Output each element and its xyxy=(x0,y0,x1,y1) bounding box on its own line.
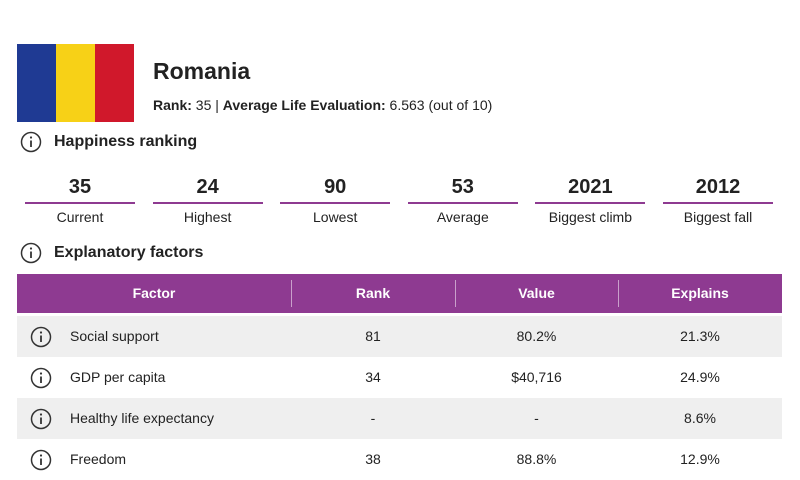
stat: 24 Highest xyxy=(152,172,263,225)
evaluation-note: (out of 10) xyxy=(428,97,493,113)
factor-cell: 12.9% xyxy=(680,451,720,467)
factor-cell: 38 xyxy=(365,451,381,467)
stat: 90 Lowest xyxy=(280,172,391,225)
info-icon[interactable] xyxy=(30,408,52,430)
stat-value: 35 xyxy=(25,172,135,204)
country-name: Romania xyxy=(153,58,251,84)
stat-value: 2021 xyxy=(535,172,646,204)
evaluation-label: Average Life Evaluation: xyxy=(222,97,386,113)
factor-cell: 88.8% xyxy=(516,451,557,467)
stat-label: Highest xyxy=(183,209,232,225)
section-title: Explanatory factors xyxy=(54,244,204,261)
column-divider xyxy=(618,280,619,307)
factor-cell: $40,716 xyxy=(511,369,562,385)
stat: 53 Average xyxy=(407,172,518,225)
stat-label: Biggest climb xyxy=(548,209,633,225)
column-header: Value xyxy=(518,285,555,301)
flag xyxy=(17,44,134,122)
separator: | xyxy=(215,97,219,113)
factor-cell: 24.9% xyxy=(680,369,720,385)
stat-value: 24 xyxy=(152,172,263,204)
factor-cell: 21.3% xyxy=(680,328,720,344)
stat-label: Biggest fall xyxy=(683,209,753,225)
column-header: Explains xyxy=(671,285,729,301)
info-icon[interactable] xyxy=(30,449,52,471)
stat-label: Lowest xyxy=(313,209,358,225)
stat-value: 90 xyxy=(280,172,391,204)
rank-label: Rank: xyxy=(153,97,192,113)
factor-cell: 80.2% xyxy=(516,328,557,344)
info-icon[interactable] xyxy=(30,367,52,389)
column-header: Factor xyxy=(132,285,176,301)
factor-cell: - xyxy=(370,410,376,426)
factor-cell: 8.6% xyxy=(684,410,716,426)
stat-value: 2012 xyxy=(663,172,773,204)
table-row: Social support 81 80.2% 21.3% xyxy=(17,316,782,357)
stat-value: 53 xyxy=(407,172,518,204)
factor-cell: 34 xyxy=(365,369,381,385)
table-row: GDP per capita 34 $40,716 24.9% xyxy=(17,357,782,398)
rank-line: Rank: 35 | Average Life Evaluation: 6.56… xyxy=(153,97,492,113)
factor-cell: 81 xyxy=(365,328,381,344)
factor-name: Freedom xyxy=(70,451,127,467)
rank: 35 xyxy=(195,97,212,113)
factor-name: Social support xyxy=(70,328,159,344)
stat: 2021 Biggest climb xyxy=(535,172,646,225)
table-header xyxy=(17,274,782,313)
column-header: Rank xyxy=(355,285,391,301)
table-row: Freedom 38 88.8% 12.9% xyxy=(17,439,782,480)
factor-cell: - xyxy=(534,410,539,426)
column-divider xyxy=(455,280,456,307)
factor-name: GDP per capita xyxy=(70,369,166,385)
section-title: Happiness ranking xyxy=(54,133,198,150)
stat: 2012 Biggest fall xyxy=(663,172,773,225)
table-row: Healthy life expectancy - - 8.6% xyxy=(17,398,782,439)
stat-label: Average xyxy=(436,209,489,225)
factor-name: Healthy life expectancy xyxy=(70,410,214,426)
column-divider xyxy=(291,280,292,307)
evaluation: 6.563 xyxy=(389,97,425,113)
stat: 35 Current xyxy=(25,172,135,225)
info-icon[interactable] xyxy=(30,326,52,348)
info-icon[interactable] xyxy=(20,242,42,264)
stat-label: Current xyxy=(56,209,104,225)
info-icon[interactable] xyxy=(20,131,42,153)
